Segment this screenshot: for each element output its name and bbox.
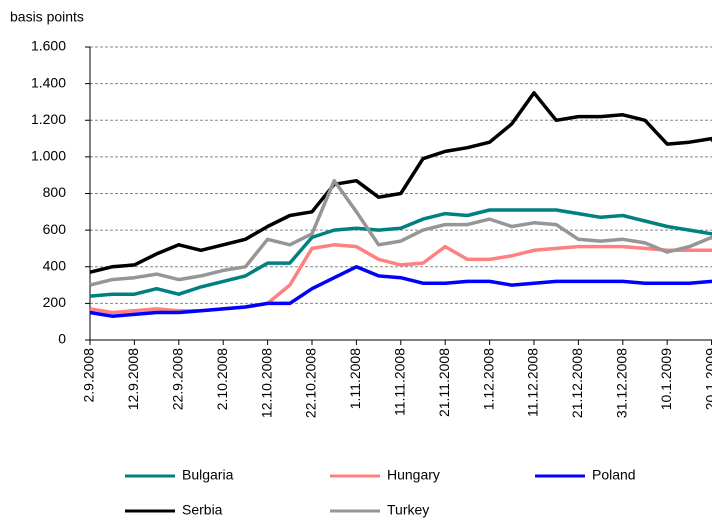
y-tick-label: 800 <box>43 184 67 200</box>
x-tick-label: 12.9.2008 <box>125 348 141 410</box>
series-line <box>89 178 712 287</box>
x-tick-label: 10.1.2009 <box>658 348 674 410</box>
x-tick-label: 22.9.2008 <box>170 348 186 410</box>
x-tick-label: 2.9.2008 <box>81 348 97 403</box>
y-tick-label: 200 <box>43 294 67 310</box>
y-tick-label: 1.000 <box>31 148 66 164</box>
x-tick-label: 1.12.2008 <box>480 348 496 410</box>
y-tick-label: 1.400 <box>31 74 66 90</box>
series-line <box>89 91 712 274</box>
legend-label: Poland <box>592 467 636 483</box>
series-line <box>89 265 712 318</box>
legend-label: Hungary <box>387 467 440 483</box>
x-tick-label: 2.10.2008 <box>214 348 230 410</box>
legend-label: Bulgaria <box>182 467 234 483</box>
y-tick-label: 600 <box>43 221 67 237</box>
x-tick-label: 11.12.2008 <box>525 348 541 417</box>
legend-label: Serbia <box>182 502 223 518</box>
y-tick-label: 1.600 <box>31 38 66 54</box>
x-tick-label: 1.11.2008 <box>347 348 363 409</box>
x-tick-label: 31.12.2008 <box>614 348 630 418</box>
x-tick-label: 21.12.2008 <box>569 348 585 418</box>
x-tick-label: 11.11.2008 <box>392 348 408 416</box>
y-tick-label: 0 <box>58 331 66 347</box>
series-line <box>89 208 712 298</box>
x-tick-label: 21.11.2008 <box>436 348 452 417</box>
legend-label: Turkey <box>387 502 429 518</box>
x-tick-label: 20.1.2009 <box>702 348 712 410</box>
y-tick-label: 1.200 <box>31 111 66 127</box>
x-tick-label: 12.10.2008 <box>258 348 274 418</box>
y-axis-label: basis points <box>10 9 84 25</box>
x-tick-label: 22.10.2008 <box>303 348 319 418</box>
y-tick-label: 400 <box>43 257 67 273</box>
